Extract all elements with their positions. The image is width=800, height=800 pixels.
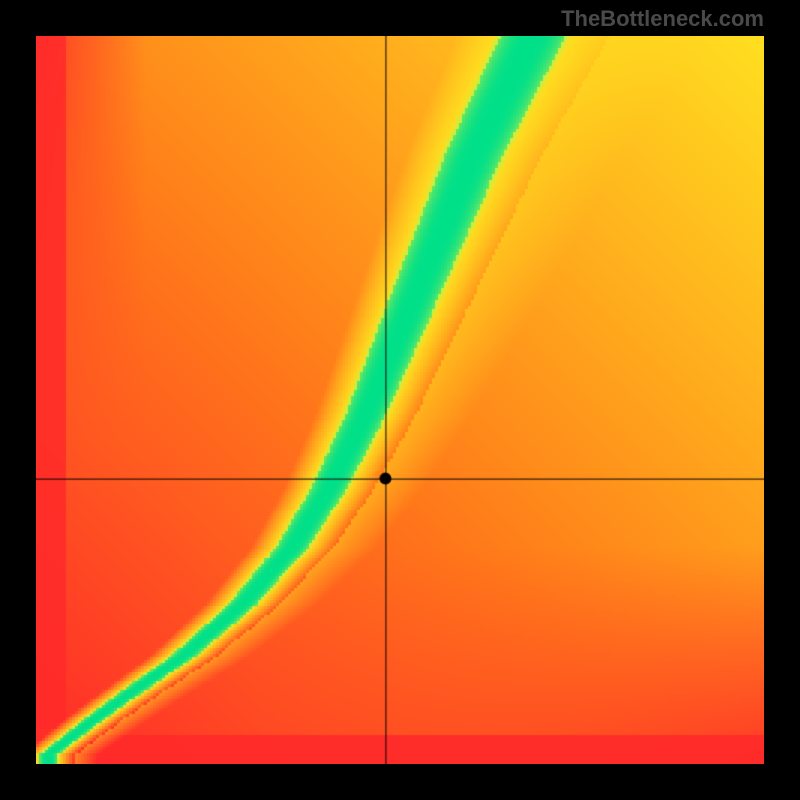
heatmap-plot (36, 36, 764, 764)
watermark-text: TheBottleneck.com (561, 6, 764, 32)
heatmap-canvas (36, 36, 764, 764)
